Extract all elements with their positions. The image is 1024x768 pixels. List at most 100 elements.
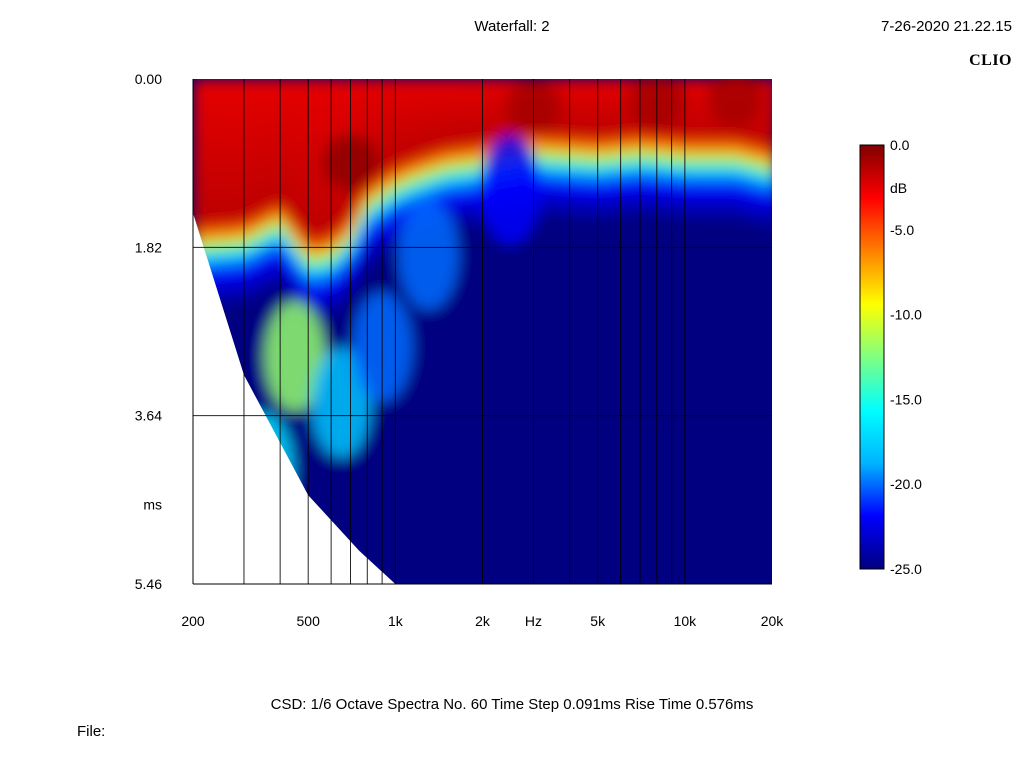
decay-column	[769, 79, 772, 584]
decay-column	[481, 79, 488, 584]
colorbar-tick-label: -5.0	[890, 222, 914, 238]
decay-column	[607, 79, 614, 584]
decay-column	[667, 79, 674, 584]
decay-column	[463, 79, 470, 584]
decay-column	[589, 79, 596, 584]
colorbar-tick-label: 0.0	[890, 137, 910, 153]
decay-column	[565, 79, 572, 584]
x-tick-label: 5k	[590, 613, 606, 629]
decay-column	[541, 79, 548, 584]
decay-column	[649, 79, 656, 584]
measurement-info: CSD: 1/6 Octave Spectra No. 60 Time Step…	[270, 696, 754, 713]
decay-column	[685, 79, 692, 584]
decay-column	[673, 79, 680, 584]
file-label: File:	[77, 723, 106, 740]
decay-column	[733, 79, 740, 584]
decay-column	[475, 79, 482, 584]
decay-column	[247, 79, 254, 584]
decay-column	[625, 79, 632, 584]
decay-column	[577, 79, 584, 584]
decay-column	[235, 79, 242, 584]
x-tick-label: 20k	[761, 613, 785, 629]
decay-column	[499, 79, 506, 584]
colorbar-unit-label: dB	[890, 180, 907, 196]
decay-column	[643, 79, 650, 584]
decay-column	[451, 79, 458, 584]
decay-column	[325, 79, 332, 584]
decay-column	[583, 79, 590, 584]
colorbar: 0.0 -5.0 -10.0 -15.0 -20.0 -25.0 dB	[859, 137, 922, 577]
y-tick-label: 1.82	[135, 239, 162, 255]
decay-column	[517, 79, 524, 584]
x-tick-label: 10k	[674, 613, 698, 629]
decay-column	[763, 79, 770, 584]
y-tick-label: 0.00	[135, 71, 162, 87]
decay-column	[721, 79, 728, 584]
decay-column	[427, 79, 434, 584]
decay-column	[727, 79, 734, 584]
decay-column	[523, 79, 530, 584]
decay-column	[439, 79, 446, 584]
decay-column	[433, 79, 440, 584]
decay-column	[697, 79, 704, 584]
decay-column	[505, 79, 512, 584]
decay-column	[349, 79, 356, 584]
x-tick-label: 200	[181, 613, 205, 629]
decay-column	[745, 79, 752, 584]
decay-column	[757, 79, 764, 584]
decay-column	[631, 79, 638, 584]
decay-column	[229, 79, 236, 584]
colorbar-scale	[859, 144, 885, 570]
decay-column	[529, 79, 536, 584]
hot-spot	[707, 79, 764, 126]
timestamp: 7-26-2020 21.22.15	[881, 18, 1012, 35]
decay-column	[253, 79, 260, 584]
decay-column	[571, 79, 578, 584]
decay-column	[511, 79, 518, 584]
x-tick-label: 1k	[388, 613, 404, 629]
decay-column	[487, 79, 494, 584]
decay-column	[691, 79, 698, 584]
colorbar-tick-label: -10.0	[890, 307, 922, 323]
y-tick-label: 3.64	[135, 408, 162, 424]
decay-column	[655, 79, 662, 584]
colorbar-tick-label: -15.0	[890, 391, 922, 407]
colorbar-tick-label: -25.0	[890, 561, 922, 577]
decay-column	[445, 79, 452, 584]
decay-column	[739, 79, 746, 584]
decay-column	[661, 79, 668, 584]
chart-title: Waterfall: 2	[474, 18, 550, 35]
resonance-tail	[398, 199, 459, 310]
decay-column	[469, 79, 476, 584]
plot-area	[193, 79, 772, 584]
axes: 200 500 1k 2k 5k 10k 20k Hz 0.00 1.82 3.64 5.46 ms	[135, 71, 785, 629]
decay-column	[331, 79, 338, 584]
resonance-tail	[480, 134, 541, 245]
decay-column	[343, 79, 350, 584]
decay-column	[259, 79, 266, 584]
decay-column	[601, 79, 608, 584]
x-tick-label: 2k	[475, 613, 491, 629]
decay-column	[559, 79, 566, 584]
decay-column	[241, 79, 248, 584]
decay-column	[421, 79, 428, 584]
decay-column	[709, 79, 716, 584]
decay-column	[409, 79, 416, 584]
decay-column	[619, 79, 626, 584]
decay-column	[319, 79, 326, 584]
colorbar-tick-label: -20.0	[890, 476, 922, 492]
decay-column	[535, 79, 542, 584]
decay-column	[613, 79, 620, 584]
x-axis-label: Hz	[525, 613, 542, 629]
decay-column	[703, 79, 710, 584]
decay-column	[679, 79, 686, 584]
resonance-tail	[311, 347, 372, 458]
decay-surface	[193, 79, 772, 584]
decay-column	[547, 79, 554, 584]
grid-lines	[193, 79, 772, 584]
decay-column	[493, 79, 500, 584]
decay-column	[457, 79, 464, 584]
decay-column	[553, 79, 560, 584]
x-tick-label: 500	[297, 613, 321, 629]
